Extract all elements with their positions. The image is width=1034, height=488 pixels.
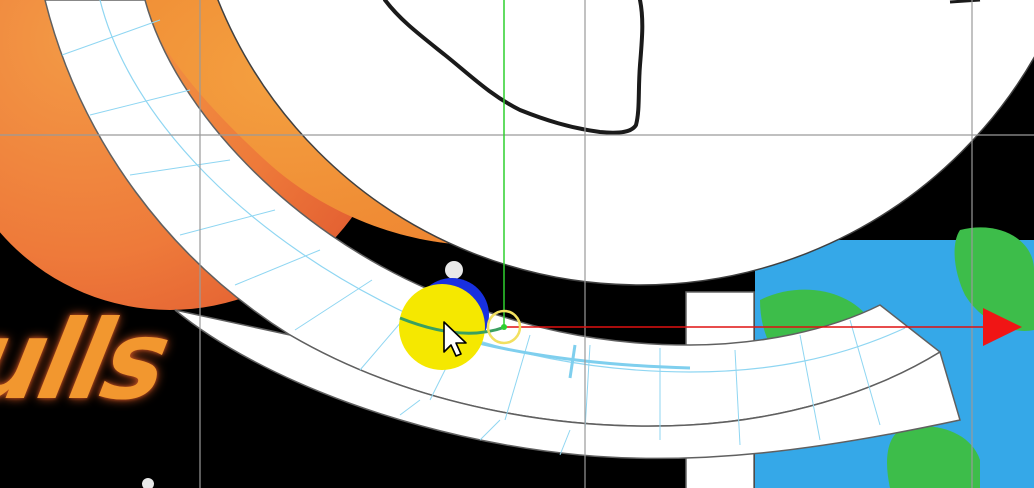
pivot-point-icon[interactable] (486, 309, 522, 345)
selection-highlight-icon[interactable] (399, 284, 485, 370)
star-dot (142, 478, 154, 488)
drawn-outline-path[interactable] (383, 0, 645, 135)
x-axis-arrow-icon[interactable] (504, 308, 1022, 346)
white-circle-shape[interactable] (185, 0, 1034, 286)
mouse-pointer-arrow-icon (443, 321, 467, 357)
deform-mesh-outer[interactable] (44, 0, 961, 460)
star-dot (445, 261, 463, 279)
